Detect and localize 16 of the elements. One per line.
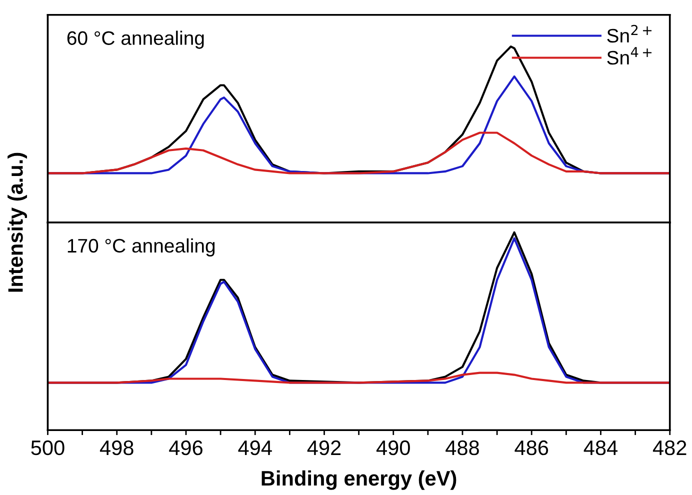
x-tick-label: 494 [238,440,272,456]
legend-label: Sn$^{2+}$ [607,24,652,43]
x-tick-label: 490 [376,440,410,456]
x-tick-label: 500 [31,440,64,456]
x-tick-label: 498 [100,440,134,456]
x-tick-label: 482 [652,440,686,456]
annotation: 60 °C annealing [67,30,204,49]
x-tick-label: 492 [307,440,341,456]
x-tick-label: 486 [514,440,548,456]
x-tick-label: 496 [169,440,202,456]
x-tick-label: 484 [584,440,618,456]
legend-label: Sn$^{4+}$ [607,47,652,65]
annotation: 170 °C annealing [68,238,215,256]
x-tick-label: 488 [446,440,479,456]
y-axis-title: Intensity (a.u.) [8,152,28,292]
x-axis-title: Binding energy (eV) [262,470,456,490]
